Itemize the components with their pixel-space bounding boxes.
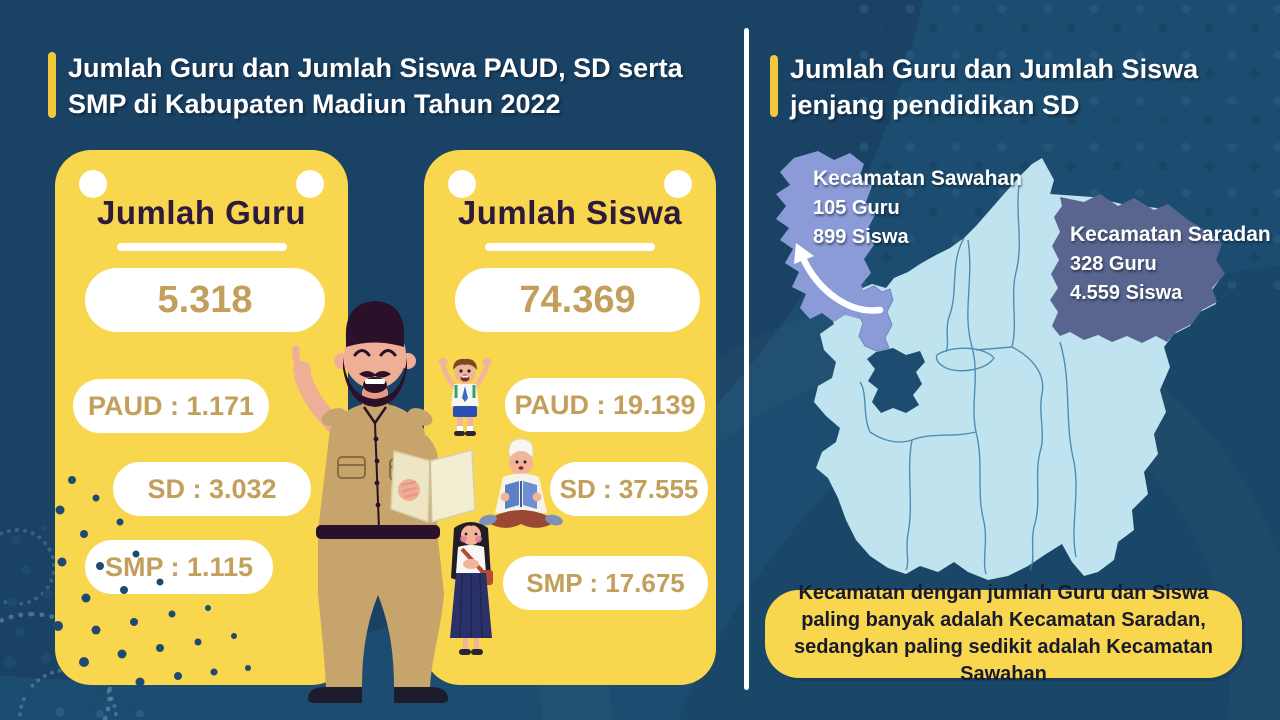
siswa-total-pill: 74.369 (455, 268, 700, 332)
label-kecamatan-sawahan: Kecamatan Sawahan 105 Guru 899 Siswa (813, 164, 1022, 252)
student-boy-cheering-illustration (438, 357, 492, 436)
teacher-illustration (292, 301, 476, 703)
pin-circle (448, 170, 476, 198)
guru-total-pill: 5.318 (85, 268, 325, 332)
sawahan-name: Kecamatan Sawahan (813, 167, 1022, 190)
saradan-guru: 328 Guru (1070, 253, 1157, 275)
right-title: Jumlah Guru dan Jumlah Siswa jenjang pen… (790, 51, 1260, 123)
guru-sd-pill: SD : 3.032 (113, 462, 311, 516)
label-kecamatan-saradan: Kecamatan Saradan 328 Guru 4.559 Siswa (1070, 220, 1271, 308)
section-divider (744, 28, 749, 690)
siswa-smp-pill: SMP : 17.675 (503, 556, 708, 610)
guru-smp-pill: SMP : 1.115 (85, 540, 273, 594)
card-siswa-title: Jumlah Siswa (457, 194, 683, 231)
map-enclave-kota-madiun (867, 348, 925, 413)
left-title-line1: Jumlah Guru dan Jumlah Siswa PAUD, SD se… (68, 53, 683, 83)
madiun-regency-map (776, 151, 1225, 580)
siswa-sd-pill: SD : 37.555 (550, 462, 708, 516)
card-title-underline (116, 243, 287, 251)
guru-paud-pill: PAUD : 1.171 (73, 379, 269, 433)
sawahan-siswa: 899 Siswa (813, 226, 909, 248)
student-boy-reading-illustration (479, 438, 563, 528)
card-guru-title: Jumlah Guru (96, 194, 307, 231)
conclusion-note-text: Kecamatan dengan jumlah Guru dan Siswa p… (793, 582, 1214, 685)
card-title-underline (485, 243, 655, 251)
siswa-paud-pill: PAUD : 19.139 (505, 378, 705, 432)
right-title-line2: jenjang pendidikan SD (790, 90, 1080, 120)
student-girl-illustration (450, 522, 493, 655)
saradan-siswa: 4.559 Siswa (1070, 282, 1183, 304)
title-accent-bar (770, 55, 778, 117)
polka-dot-decoration (4, 476, 251, 717)
pin-circle (296, 170, 324, 198)
card-jumlah-guru: Jumlah Guru 5.318 PAUD : 1.171 SD : 3.03… (55, 150, 348, 685)
dotted-ring-decoration (0, 528, 56, 606)
card-jumlah-siswa: Jumlah Siswa 74.369 PAUD : 19.139 SD : 3… (424, 150, 716, 685)
left-title-line2: SMP di Kabupaten Madiun Tahun 2022 (68, 89, 561, 119)
map-district-sawahan (855, 285, 894, 352)
map-callout-arrow (798, 252, 884, 314)
conclusion-note-box: Kecamatan dengan jumlah Guru dan Siswa p… (765, 582, 1242, 685)
map-district-saradan (1050, 194, 1225, 343)
map-callout-arrowhead (794, 243, 814, 264)
title-accent-bar (48, 52, 56, 118)
pin-circle (664, 170, 692, 198)
right-title-line1: Jumlah Guru dan Jumlah Siswa (790, 54, 1199, 84)
map-sawahan-enlarged-shape (776, 151, 875, 322)
sawahan-guru: 105 Guru (813, 197, 900, 219)
pin-circle (79, 170, 107, 198)
left-title: Jumlah Guru dan Jumlah Siswa PAUD, SD se… (68, 50, 738, 122)
saradan-name: Kecamatan Saradan (1070, 223, 1271, 246)
